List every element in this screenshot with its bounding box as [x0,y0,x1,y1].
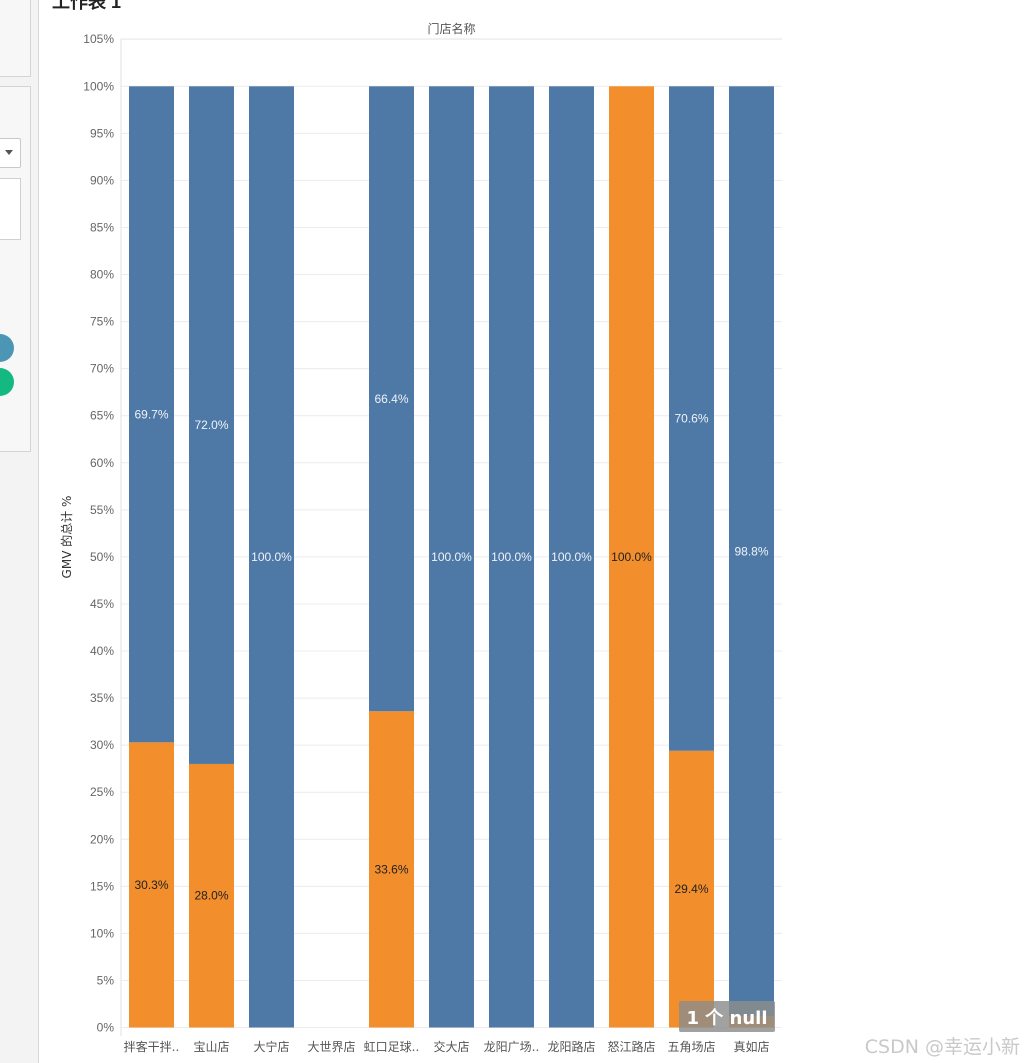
bar-segment [249,86,294,1028]
bar-segment [369,711,414,1028]
color-pill-icon[interactable] [0,334,14,362]
y-tick-label: 65% [90,409,114,423]
y-tick-label: 60% [90,456,114,470]
labels-layer: 30.3% 69.7% 28.0% 72.0% 100.0% 33.6% 66.4% 100.… [134,392,768,903]
y-tick-label: 55% [90,503,114,517]
bar-segment [369,86,414,712]
bar-segment [729,86,774,1017]
bar-segment [189,763,234,1028]
data-label: 69.7% [134,407,168,421]
data-label: 72.0% [194,418,228,432]
data-label: 100.0% [611,550,652,564]
bar-segment [489,86,534,1028]
marks-card[interactable] [0,178,21,240]
x-tick-label: 怒江路店 [607,1039,655,1054]
data-label: 100.0% [431,550,472,564]
y-tick-label: 25% [90,785,114,799]
x-tick-label: 拌客干拌.. [124,1039,180,1054]
y-tick-label: 90% [90,173,114,187]
x-tick-label: 龙阳广场.. [484,1040,540,1054]
bar-segment [189,86,234,764]
y-tick-label: 0% [97,1021,115,1035]
y-tick-label: 15% [90,879,114,893]
y-tick-label: 35% [90,691,114,705]
data-label: 29.4% [674,882,708,896]
y-tick-label: 20% [90,832,114,846]
chevron-down-icon [5,150,13,155]
x-tick-label: 大宁店 [253,1039,289,1054]
y-tick-label: 85% [90,220,114,234]
x-tick-label: 虹口足球.. [364,1040,420,1054]
data-label: 66.4% [374,392,408,406]
data-label: 100.0% [491,550,532,564]
x-tick-label: 五角场店 [667,1040,715,1054]
data-label: 98.8% [734,544,768,558]
y-axis-title: GMV 的总计 % [59,496,74,579]
y-tick-label: 95% [90,126,114,140]
data-label: 28.0% [194,889,228,903]
bar-segment [669,750,714,1028]
column-header-title: 门店名称 [427,21,475,36]
y-tick-label: 75% [90,315,114,329]
y-tick-label: 10% [90,926,114,940]
x-tick-label: 真如店 [733,1039,769,1054]
sidebar-panel-top [0,0,31,77]
color-pill-icon[interactable] [0,368,14,396]
bar-segment [609,86,654,1028]
sheet-title: 工作表 1 [52,0,122,12]
y-tick-label: 30% [90,738,114,752]
data-label: 33.6% [374,862,408,876]
mark-type-dropdown[interactable] [0,138,21,168]
bar-segment [669,86,714,751]
y-tick-label: 105% [83,32,114,46]
y-tick-label: 80% [90,268,114,282]
y-tick-label: 100% [83,79,114,93]
y-tick-label: 40% [90,644,114,658]
y-tick-label: 5% [97,973,115,987]
data-label: 70.6% [674,412,708,426]
bar-segment [129,742,174,1028]
y-tick-label: 70% [90,362,114,376]
bar-segment [549,86,594,1028]
x-tick-label: 龙阳路店 [547,1039,595,1054]
bars-layer [129,86,774,1028]
null-indicator[interactable]: 1 个 null [679,1001,775,1032]
x-tick-label: 交大店 [433,1039,469,1054]
bar-segment [429,86,474,1028]
bar-segment [129,86,174,743]
y-tick-label: 45% [90,597,114,611]
x-tick-label: 大世界店 [307,1040,355,1054]
data-label: 100.0% [251,550,292,564]
data-label: 100.0% [551,550,592,564]
axis-layer: 门店名称 0% 5% 10% 15% 20% 25% 30% 35% 40% 45% 50% 55% 60… [59,21,770,1054]
watermark: CSDN @幸运小新 [864,1036,1020,1058]
data-label: 30.3% [134,878,168,892]
x-tick-label: 宝山店 [193,1040,229,1054]
y-tick-label: 50% [90,550,114,564]
